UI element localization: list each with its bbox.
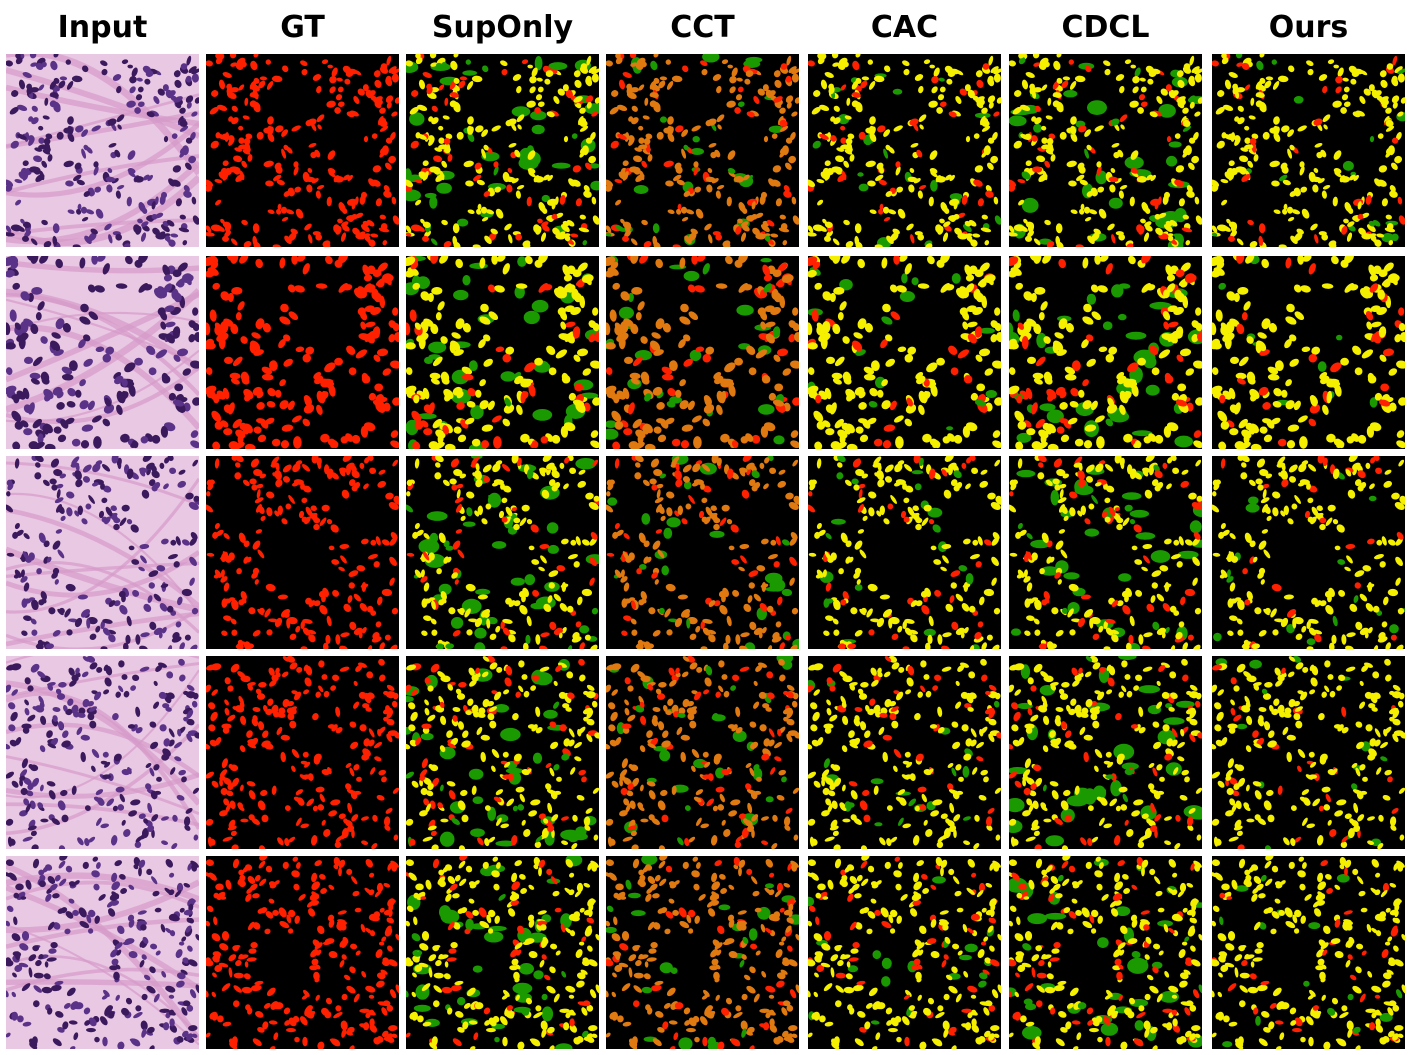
column-header-input: Input [57, 10, 148, 45]
tile-suponly-row-3 [406, 456, 599, 649]
tile-cct-row-4 [606, 656, 799, 849]
tile-cdcl-row-5 [1009, 856, 1202, 1049]
tile-image [808, 856, 1001, 1049]
tile-image [1212, 856, 1405, 1049]
tile-image [6, 856, 199, 1049]
tile-image [206, 256, 399, 449]
tile-image [1212, 656, 1405, 849]
tile-image [1009, 256, 1202, 449]
column-header-cct: CCT [670, 10, 735, 45]
tile-gt-row-4 [206, 656, 399, 849]
tile-image [606, 256, 799, 449]
tile-gt-row-5 [206, 856, 399, 1049]
tile-image [6, 256, 199, 449]
tile-input-row-3 [6, 456, 199, 649]
tile-cac-row-1 [808, 54, 1001, 247]
tile-cac-row-4 [808, 656, 1001, 849]
tile-image [1009, 54, 1202, 247]
column-header-ours: Ours [1268, 10, 1349, 45]
tile-suponly-row-1 [406, 54, 599, 247]
tile-image [1212, 456, 1405, 649]
tile-image [206, 54, 399, 247]
tile-image [808, 256, 1001, 449]
column-header-cac: CAC [870, 10, 939, 45]
tile-image [406, 656, 599, 849]
tile-image [406, 856, 599, 1049]
tile-image [6, 656, 199, 849]
column-header-suponly: SupOnly [431, 10, 574, 45]
column-header-cdcl: CDCL [1061, 10, 1150, 45]
tile-suponly-row-2 [406, 256, 599, 449]
tile-cct-row-3 [606, 456, 799, 649]
tile-cac-row-2 [808, 256, 1001, 449]
tile-ours-row-1 [1212, 54, 1405, 247]
tile-gt-row-2 [206, 256, 399, 449]
tile-cac-row-3 [808, 456, 1001, 649]
tile-cdcl-row-1 [1009, 54, 1202, 247]
tile-input-row-4 [6, 656, 199, 849]
tile-gt-row-1 [206, 54, 399, 247]
tile-ours-row-4 [1212, 656, 1405, 849]
tile-cct-row-1 [606, 54, 799, 247]
tile-cdcl-row-2 [1009, 256, 1202, 449]
tile-image [808, 456, 1001, 649]
tile-image [406, 456, 599, 649]
tile-image [1009, 656, 1202, 849]
tile-image [1009, 856, 1202, 1049]
tile-ours-row-2 [1212, 256, 1405, 449]
tile-image [406, 54, 599, 247]
tile-image [206, 456, 399, 649]
tile-cdcl-row-3 [1009, 456, 1202, 649]
tile-image [1212, 256, 1405, 449]
tile-image [808, 656, 1001, 849]
tile-input-row-5 [6, 856, 199, 1049]
tile-image [6, 456, 199, 649]
tile-ours-row-3 [1212, 456, 1405, 649]
tile-input-row-2 [6, 256, 199, 449]
tile-image [206, 656, 399, 849]
tile-image [606, 456, 799, 649]
tile-image [1212, 54, 1405, 247]
tile-image [206, 856, 399, 1049]
tile-image [808, 54, 1001, 247]
column-header-gt: GT [280, 10, 325, 45]
tile-image [606, 656, 799, 849]
tile-cdcl-row-4 [1009, 656, 1202, 849]
tile-image [606, 54, 799, 247]
tile-suponly-row-5 [406, 856, 599, 1049]
tile-image [1009, 456, 1202, 649]
tile-cac-row-5 [808, 856, 1001, 1049]
tile-cct-row-5 [606, 856, 799, 1049]
tile-ours-row-5 [1212, 856, 1405, 1049]
tile-suponly-row-4 [406, 656, 599, 849]
tile-cct-row-2 [606, 256, 799, 449]
tile-image [6, 54, 199, 247]
tile-input-row-1 [6, 54, 199, 247]
tile-image [606, 856, 799, 1049]
tile-image [406, 256, 599, 449]
tile-gt-row-3 [206, 456, 399, 649]
